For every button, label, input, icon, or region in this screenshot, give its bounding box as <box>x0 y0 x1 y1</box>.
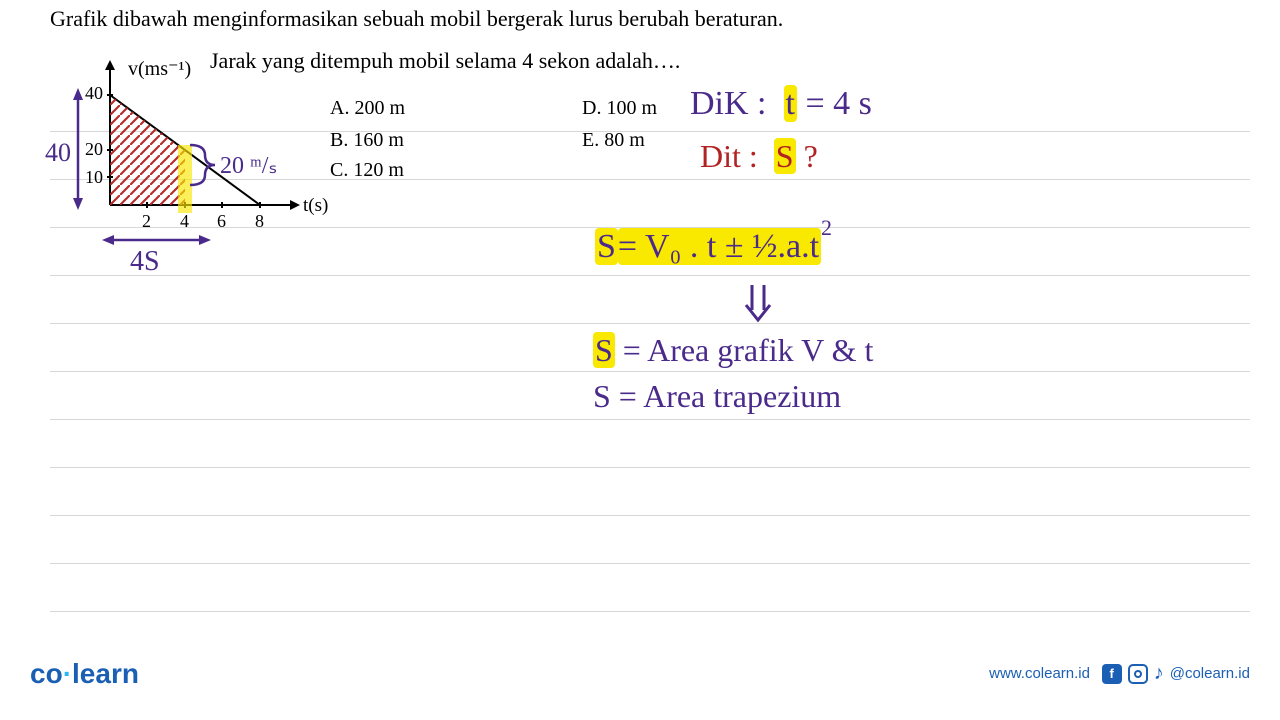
graph-x-annotation: 4S <box>130 246 160 277</box>
formula-rest: = V₀ . t ± ½.a.t <box>618 228 821 265</box>
footer: co·learn www.colearn.id f ♪ @colearn.id <box>0 650 1280 690</box>
graph-xlabel: t(s) <box>303 195 328 216</box>
dik-var: t <box>784 85 797 122</box>
formula-line: S= V₀ . t ± ½.a.t2 <box>595 225 832 266</box>
dik-line: DiK : t = 4 s <box>690 85 872 123</box>
area-line-1: S = Area grafik V & t <box>593 332 873 369</box>
ruled-line <box>50 371 1250 372</box>
ruled-line <box>50 563 1250 564</box>
dit-label: Dit : <box>700 138 758 174</box>
graph-svg: 40 20 10 2 4 6 8 v(ms⁻¹) t(s) 40 20 ᵐ/ₛ … <box>30 55 330 285</box>
ruled-line <box>50 611 1250 612</box>
down-arrow-icon <box>740 280 780 325</box>
ruled-line <box>50 323 1250 324</box>
svg-text:2: 2 <box>142 211 151 231</box>
option-e: E. 80 m <box>582 129 645 152</box>
svg-text:6: 6 <box>217 211 226 231</box>
graph-rate-annotation: 20 ᵐ/ₛ <box>220 153 277 179</box>
option-d: D. 100 m <box>582 97 657 120</box>
instagram-icon[interactable] <box>1128 664 1148 684</box>
footer-url[interactable]: www.colearn.id <box>989 665 1090 682</box>
dik-label: DiK : <box>690 85 767 122</box>
logo-learn: learn <box>72 658 139 689</box>
footer-handle[interactable]: @colearn.id <box>1170 665 1250 682</box>
svg-text:40: 40 <box>85 83 103 103</box>
area-line-2: S = Area trapezium <box>593 378 841 415</box>
option-a: A. 200 m <box>330 97 405 120</box>
ruled-line <box>50 515 1250 516</box>
dit-line: Dit : S ? <box>700 138 818 175</box>
logo-co: co <box>30 658 63 689</box>
area1-s: S <box>593 332 615 368</box>
option-c: C. 120 m <box>330 159 404 182</box>
graph-ylabel: v(ms⁻¹) <box>128 58 191 80</box>
svg-text:4: 4 <box>180 211 189 231</box>
question-line-1: Grafik dibawah menginformasikan sebuah m… <box>50 6 783 32</box>
facebook-icon[interactable]: f <box>1102 664 1122 684</box>
footer-social: f ♪ @colearn.id <box>1102 662 1250 685</box>
logo-dot: · <box>63 658 72 689</box>
graph-y-annotation: 40 <box>45 138 71 167</box>
brand-logo: co·learn <box>30 658 139 690</box>
svg-text:8: 8 <box>255 211 264 231</box>
dik-val: = 4 s <box>805 85 871 122</box>
ruled-line <box>50 467 1250 468</box>
velocity-time-graph: 40 20 10 2 4 6 8 v(ms⁻¹) t(s) 40 20 ᵐ/ₛ … <box>30 55 330 285</box>
svg-text:10: 10 <box>85 167 103 187</box>
area1-rest: = Area grafik V & t <box>615 332 874 368</box>
dit-q: ? <box>804 138 818 174</box>
tiktok-icon[interactable]: ♪ <box>1154 662 1164 685</box>
dit-var: S <box>774 138 796 174</box>
formula-s: S <box>595 228 618 265</box>
svg-text:20: 20 <box>85 139 103 159</box>
ruled-line <box>50 419 1250 420</box>
option-b: B. 160 m <box>330 129 404 152</box>
